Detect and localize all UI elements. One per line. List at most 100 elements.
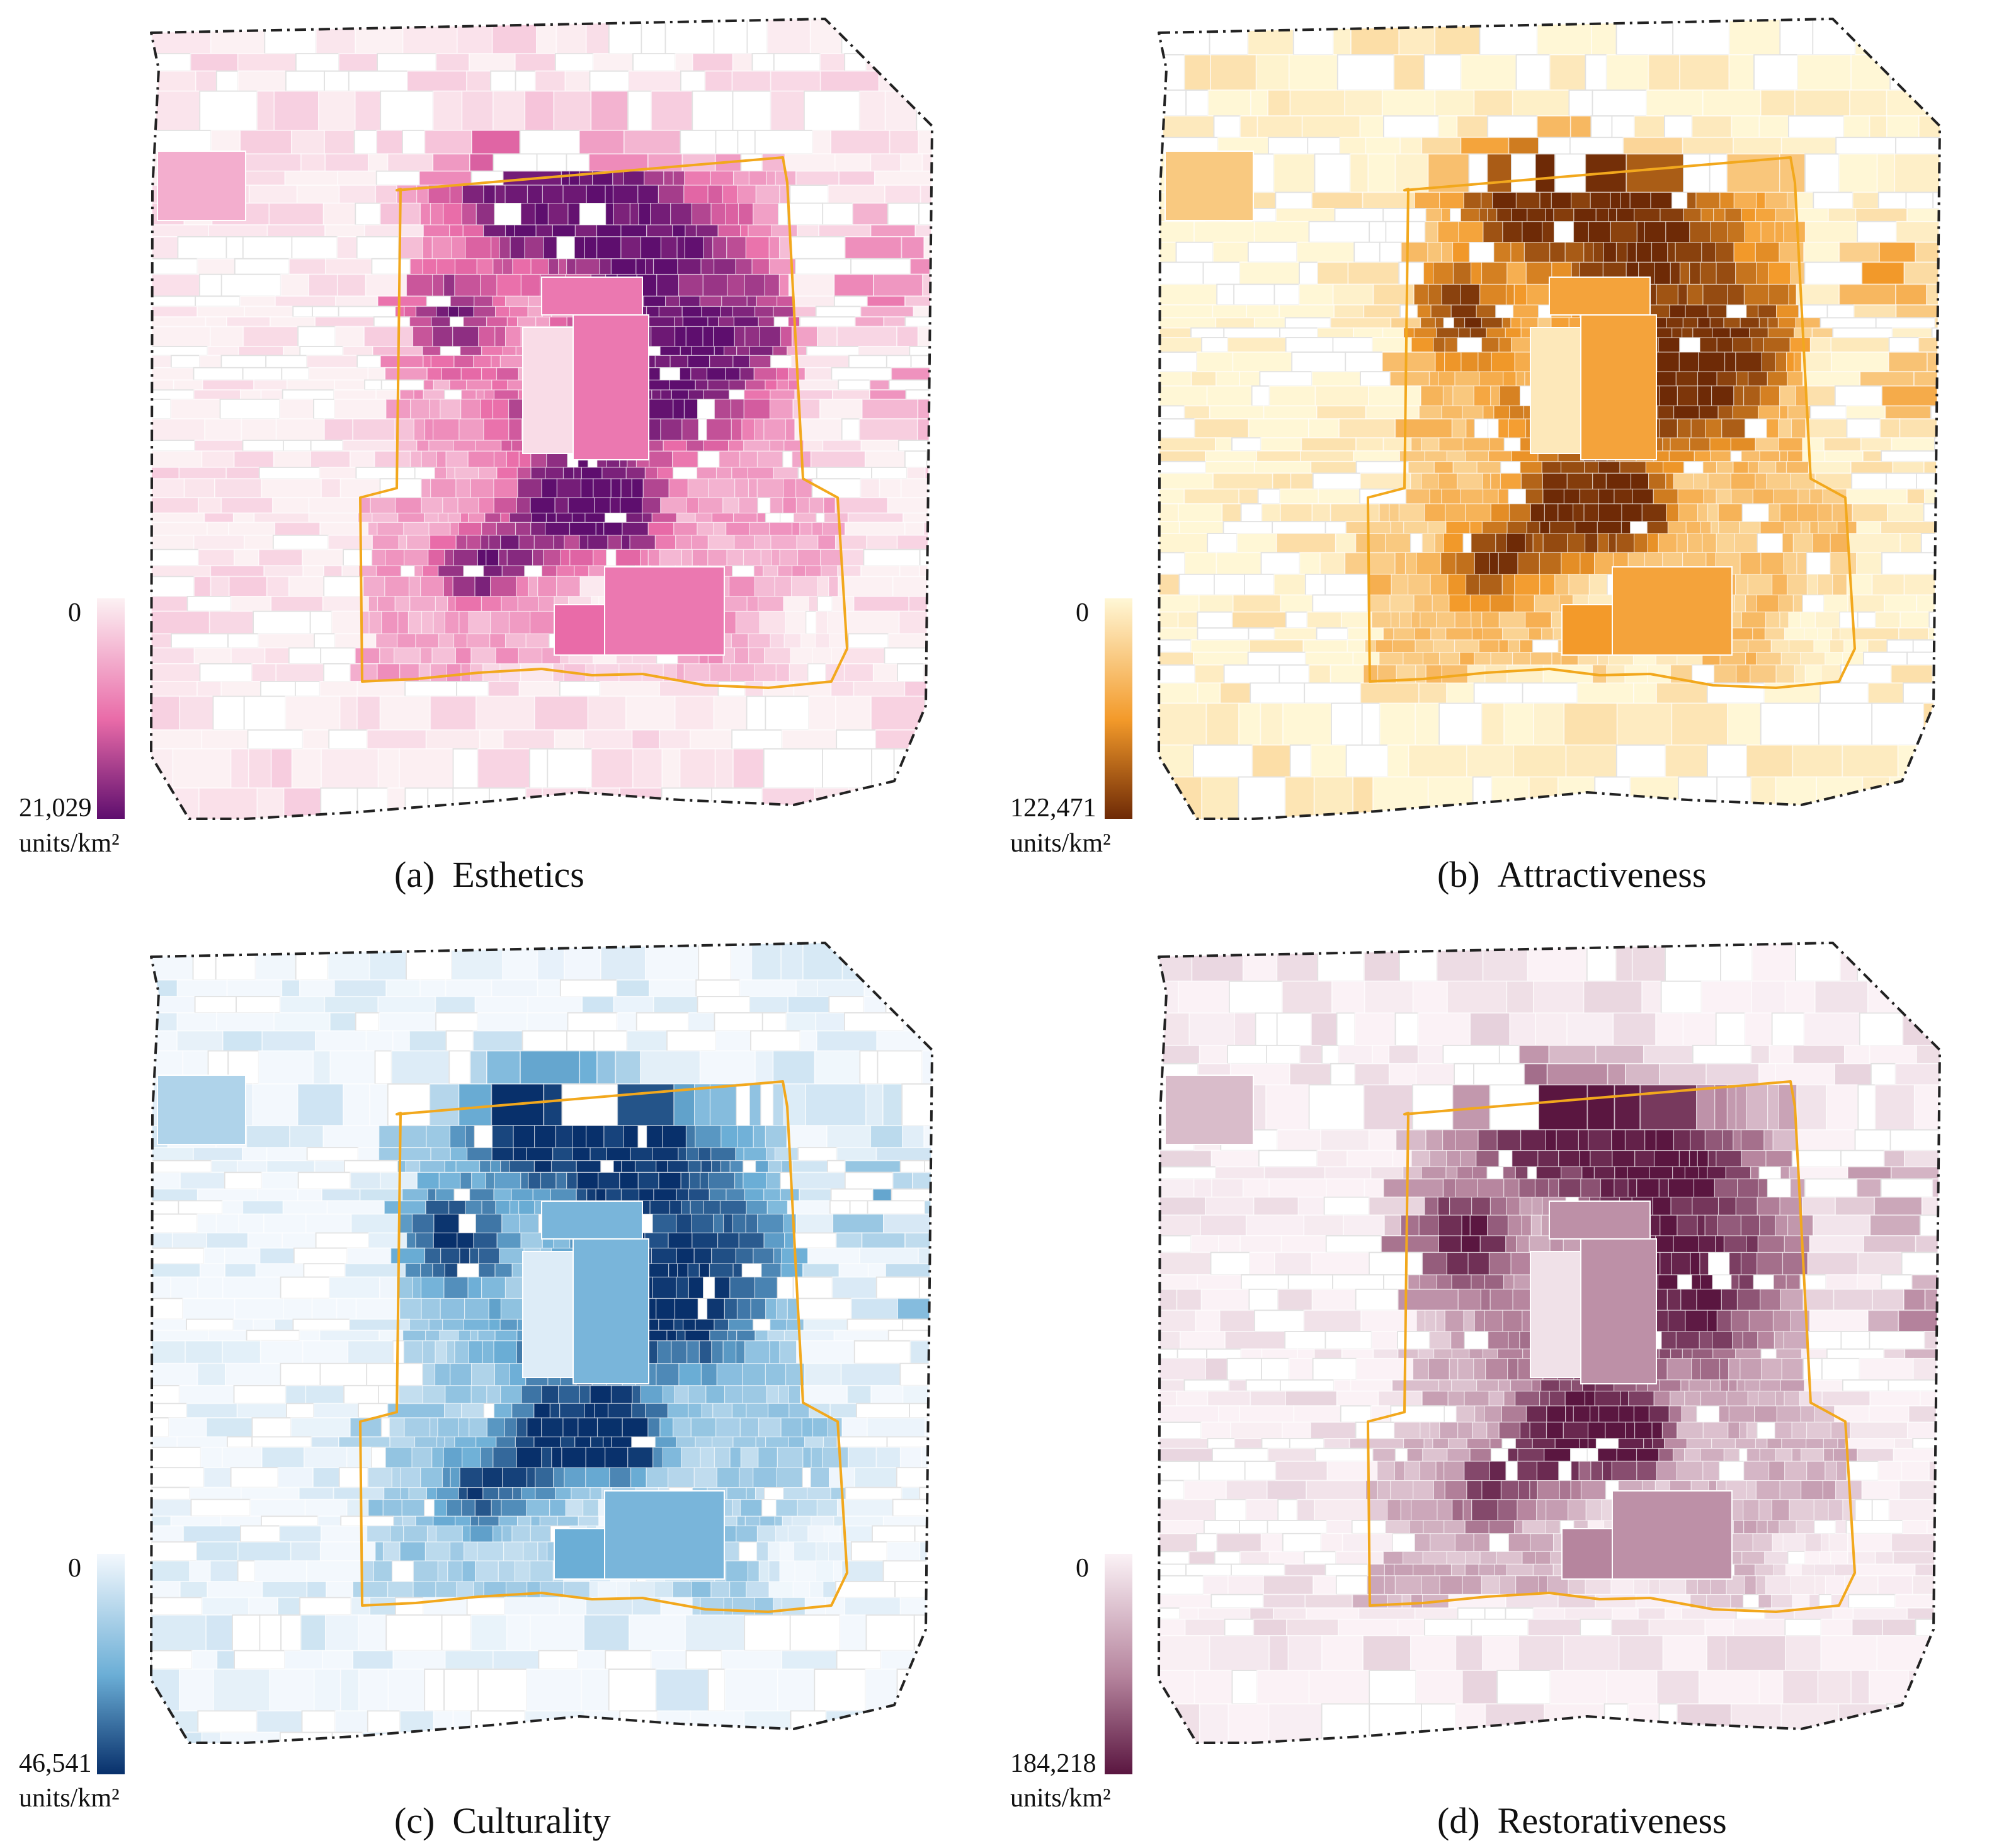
parcel-cell — [1653, 261, 1671, 285]
parcel-cell — [410, 399, 430, 419]
parcel-cell — [1784, 1235, 1811, 1253]
parcel-cell — [1553, 208, 1575, 222]
parcel-cell — [1668, 1309, 1686, 1332]
parcel-cell — [1347, 627, 1384, 641]
parcel-cell — [867, 1263, 887, 1278]
parcel-cell — [1700, 1391, 1728, 1406]
parcel-cell — [387, 1581, 414, 1598]
parcel-cell — [1548, 1178, 1559, 1198]
parcel-cell — [834, 497, 889, 514]
parcel-cell — [1354, 1063, 1390, 1086]
parcel-cell — [1763, 1129, 1774, 1151]
parcel-cell — [423, 389, 445, 400]
choropleth-map-restorativeness — [1158, 942, 1941, 1744]
parcel-cell — [1159, 1149, 1212, 1168]
parcel-cell — [1297, 1348, 1315, 1359]
parcel-cell — [1525, 261, 1552, 285]
parcel-cell — [1406, 1448, 1423, 1462]
parcel-cell — [736, 1298, 751, 1320]
parcel-cell — [1513, 744, 1567, 778]
parcel-cell — [1603, 242, 1617, 263]
parcel-cell — [1670, 1349, 1683, 1359]
parcel-cell — [610, 258, 637, 275]
parcel-cell — [766, 1385, 780, 1404]
parcel-cell — [631, 478, 644, 498]
parcel-cell — [736, 346, 750, 356]
parcel-cell — [526, 1498, 550, 1517]
parcel-cell — [392, 1030, 410, 1052]
parcel-cell — [1179, 1331, 1226, 1350]
parcel-cell — [314, 1160, 346, 1173]
parcel-cell — [1522, 1520, 1546, 1534]
parcel-cell — [1704, 1214, 1718, 1236]
parcel-cell — [797, 1147, 838, 1161]
parcel-cell — [1382, 351, 1436, 373]
parcel-cell — [1256, 450, 1302, 462]
parcel-cell — [679, 367, 692, 380]
parcel-cell — [1898, 1480, 1940, 1500]
parcel-cell — [1652, 1197, 1671, 1216]
parcel-cell — [726, 549, 744, 566]
parcel-cell — [1387, 744, 1409, 778]
parcel-cell — [387, 1668, 425, 1712]
parcel-cell — [1212, 304, 1248, 319]
parcel-cell — [1481, 191, 1493, 209]
parcel-cell — [1702, 461, 1717, 474]
parcel-cell — [360, 497, 371, 514]
parcel-cell — [1556, 1129, 1580, 1151]
parcel-cell — [763, 647, 791, 664]
parcel-cell — [866, 534, 898, 550]
parcel-cell — [711, 1340, 724, 1364]
parcel-cell — [1466, 1438, 1491, 1449]
parcel-cell — [1733, 385, 1745, 406]
parcel-cell — [151, 1160, 212, 1173]
parcel-cell — [1888, 337, 1920, 353]
parcel-cell — [1717, 503, 1743, 522]
parcel-cell — [1709, 317, 1724, 329]
parcel-cell — [680, 70, 706, 92]
parcel-cell — [1159, 1196, 1206, 1216]
parcel-cell — [1593, 1166, 1615, 1180]
parcel-cell — [1611, 115, 1635, 139]
parcel-cell — [777, 1668, 816, 1712]
parcel-cell — [261, 1581, 308, 1599]
parcel-cell — [1708, 1252, 1730, 1275]
parcel-cell — [474, 295, 493, 307]
parcel-cell — [215, 1012, 275, 1032]
parcel-cell — [765, 1436, 789, 1448]
parcel-cell — [552, 224, 576, 237]
parcel-cell — [1808, 1331, 1842, 1350]
parcel-cell — [367, 522, 378, 536]
parcel-cell — [1871, 573, 1905, 596]
parcel-cell — [234, 258, 290, 275]
parcel-cell — [1255, 54, 1290, 91]
parcel-cell — [1438, 472, 1458, 490]
parcel-cell — [1726, 1084, 1737, 1131]
parcel-cell — [732, 565, 755, 577]
parcel-cell — [151, 130, 212, 155]
parcel-cell — [1428, 283, 1442, 305]
parcel-cell — [1744, 1379, 1760, 1392]
parcel-cell — [1785, 461, 1809, 474]
parcel-cell — [728, 576, 756, 597]
parcel-cell — [1780, 651, 1801, 666]
parcel-cell — [740, 153, 763, 172]
parcel-cell — [403, 549, 429, 566]
parcel-cell — [1405, 488, 1430, 505]
parcel-cell — [586, 185, 606, 204]
parcel-cell — [764, 1486, 784, 1500]
parcel-cell — [477, 1330, 496, 1342]
parcel-cell — [709, 1083, 737, 1126]
parcel-cell — [785, 1012, 817, 1032]
parcel-cell — [715, 1417, 741, 1437]
parcel-cell — [331, 610, 362, 635]
parcel-cell — [1687, 191, 1697, 209]
parcel-cell — [780, 1172, 791, 1190]
parcel-cell — [1215, 1166, 1265, 1180]
parcel-cell — [1689, 1150, 1698, 1168]
parcel-cell — [1213, 115, 1241, 139]
parcel-cell — [485, 1172, 495, 1190]
parcel-cell — [1728, 1405, 1755, 1423]
parcel-cell — [313, 399, 335, 420]
parcel-cell — [647, 522, 675, 536]
